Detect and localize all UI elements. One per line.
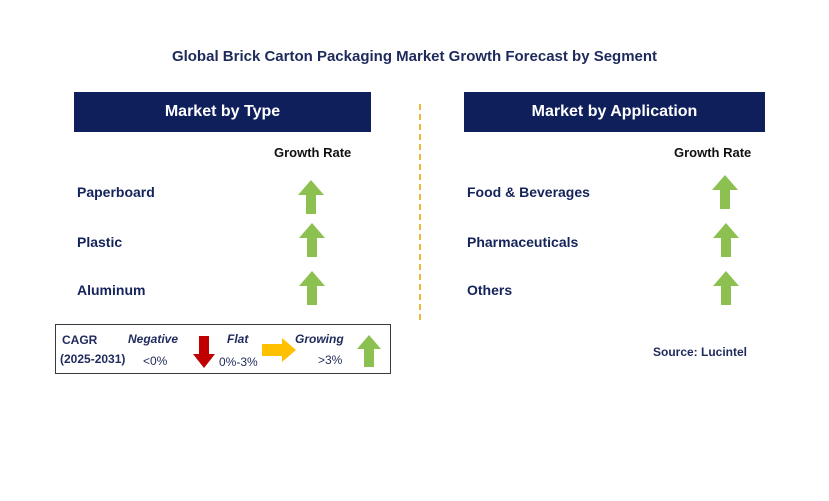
source-note: Source: Lucintel — [653, 345, 748, 359]
chart-title: Global Brick Carton Packaging Market Gro… — [171, 48, 658, 65]
arrow-up-icon — [713, 223, 739, 257]
row-label-aluminum: Aluminum — [77, 282, 146, 298]
arrow-down-icon — [193, 336, 215, 368]
arrow-up-icon — [299, 271, 325, 305]
arrow-right-icon — [262, 338, 296, 362]
legend-growing-label: Growing — [295, 332, 344, 346]
panel-divider — [419, 104, 421, 320]
arrow-up-icon — [713, 271, 739, 305]
arrow-up-icon — [712, 175, 738, 209]
legend-period: (2025-2031) — [60, 352, 126, 366]
row-label-food-beverages: Food & Beverages — [467, 184, 590, 200]
growth-rate-header-application: Growth Rate — [674, 145, 752, 160]
row-label-others: Others — [467, 282, 513, 298]
legend-growing-range: >3% — [318, 353, 343, 367]
arrow-up-icon — [357, 335, 381, 367]
legend-negative-range: <0% — [143, 354, 168, 368]
legend-cagr-label: CAGR — [62, 333, 98, 347]
legend-flat-label: Flat — [227, 332, 249, 346]
arrow-up-icon — [298, 180, 324, 214]
row-label-paperboard: Paperboard — [77, 184, 155, 200]
legend-flat-range: 0%-3% — [219, 355, 258, 369]
panel-header-type: Market by Type — [74, 92, 371, 132]
arrow-up-icon — [299, 223, 325, 257]
row-label-plastic: Plastic — [77, 234, 123, 250]
legend-box — [55, 324, 391, 374]
growth-rate-header-type: Growth Rate — [274, 145, 352, 160]
panel-header-application: Market by Application — [464, 92, 765, 132]
legend-negative-label: Negative — [128, 332, 179, 346]
row-label-pharmaceuticals: Pharmaceuticals — [467, 234, 579, 250]
